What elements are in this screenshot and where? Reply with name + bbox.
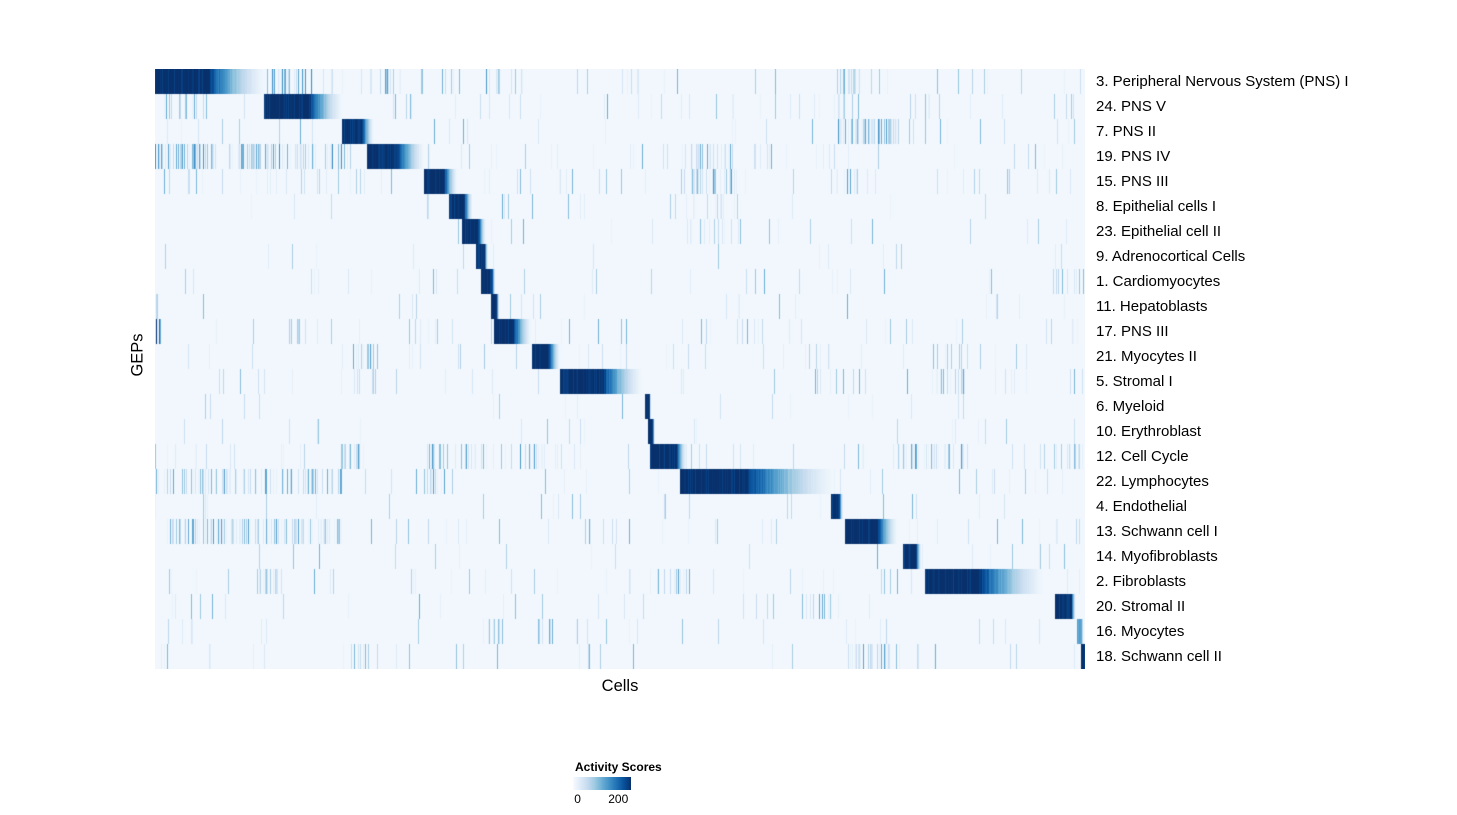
x-axis-label: Cells [601, 677, 639, 695]
legend-tick-max: 200 [608, 792, 629, 806]
row-label: 9. Adrenocortical Cells [1096, 248, 1246, 265]
row-label: 22. Lymphocytes [1096, 473, 1209, 490]
row-label: 7. PNS II [1096, 123, 1157, 140]
row-label: 20. Stromal II [1096, 598, 1186, 615]
legend-gradient-bar [573, 777, 631, 790]
row-label: 13. Schwann cell I [1096, 523, 1218, 540]
row-label: 10. Erythroblast [1096, 423, 1202, 440]
row-label: 6. Myeloid [1096, 398, 1165, 415]
row-label: 11. Hepatoblasts [1096, 298, 1208, 315]
row-label: 4. Endothelial [1096, 498, 1187, 515]
row-label: 3. Peripheral Nervous System (PNS) I [1096, 73, 1349, 90]
row-label: 23. Epithelial cell II [1096, 223, 1222, 240]
row-label: 19. PNS IV [1096, 148, 1171, 165]
row-label: 2. Fibroblasts [1096, 573, 1187, 590]
row-label: 1. Cardiomyocytes [1096, 273, 1221, 290]
heatmap-canvas [155, 69, 1085, 669]
row-label: 15. PNS III [1096, 173, 1169, 190]
row-label: 21. Myocytes II [1096, 348, 1197, 365]
row-label: 8. Epithelial cells I [1096, 198, 1217, 215]
row-label: 24. PNS V [1096, 98, 1167, 115]
row-label: 5. Stromal I [1096, 373, 1173, 390]
row-label: 17. PNS III [1096, 323, 1169, 340]
activity-scores-legend: Activity Scores 0 200 [573, 760, 693, 806]
legend-ticks: 0 200 [573, 790, 631, 806]
y-axis-label: GEPs [128, 333, 147, 377]
legend-title: Activity Scores [575, 760, 662, 774]
row-label: 14. Myofibroblasts [1096, 548, 1218, 565]
legend-tick-min: 0 [574, 792, 581, 806]
row-label: 18. Schwann cell II [1096, 648, 1222, 665]
row-label: 16. Myocytes [1096, 623, 1185, 640]
row-label: 12. Cell Cycle [1096, 448, 1189, 465]
